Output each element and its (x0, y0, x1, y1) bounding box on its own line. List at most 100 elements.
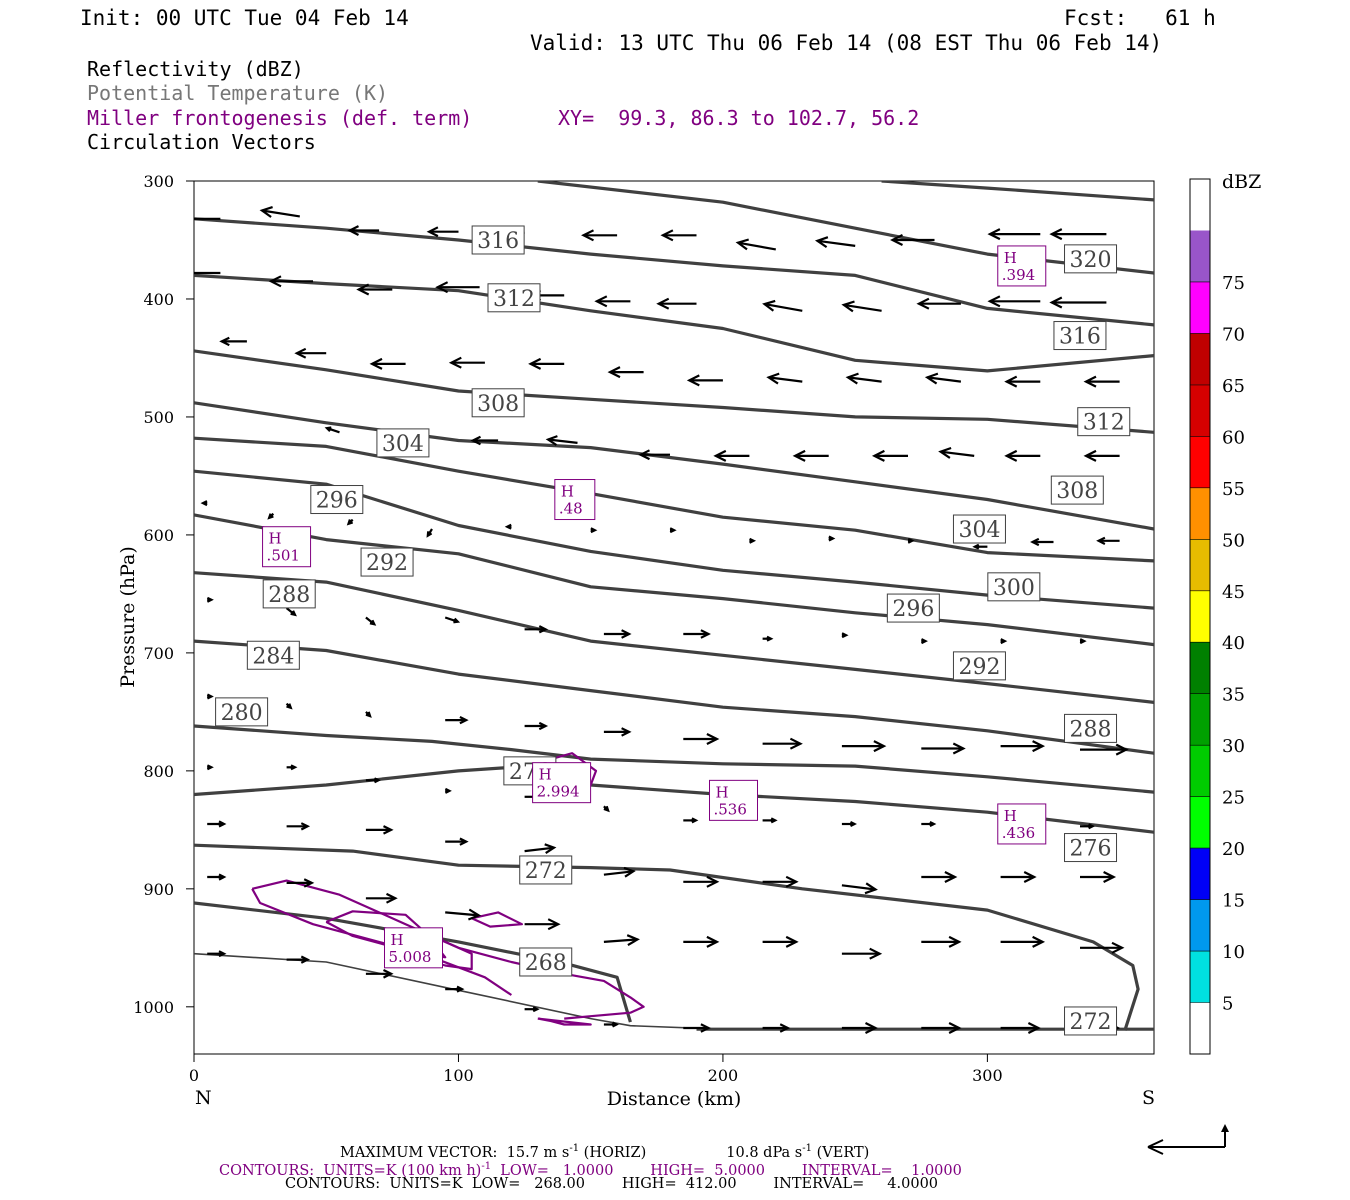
vector-head (1083, 375, 1097, 388)
isentrope-label-text: 304 (958, 518, 1000, 543)
colorbar-level-label: 65 (1222, 376, 1245, 397)
vector-head (545, 435, 558, 446)
circulation-vector (603, 934, 640, 947)
vector-head (621, 629, 632, 639)
vector-head (1000, 638, 1008, 645)
isentrope-label-text: 284 (252, 644, 294, 669)
circulation-vector (1049, 296, 1107, 309)
vector-shaft (843, 303, 882, 312)
x-axis-left-end: N (195, 1087, 212, 1109)
vector-head (700, 1023, 711, 1033)
vector-head (581, 229, 594, 242)
circulation-vector (638, 449, 670, 461)
colorbar-segment (1190, 848, 1210, 900)
vector-shaft (764, 303, 803, 312)
y-axis-title: Pressure (hPa) (117, 546, 139, 688)
maximum-value: .536 (714, 800, 747, 818)
circulation-vector (1000, 638, 1008, 645)
vector-head (612, 1021, 619, 1028)
y-tick-label: 900 (143, 880, 174, 899)
colorbar-level-label: 75 (1222, 273, 1245, 294)
circulation-vector (524, 1006, 540, 1013)
circulation-vector (285, 607, 297, 617)
colorbar-segment (1190, 384, 1210, 437)
isentrope-296 (194, 513, 1154, 647)
isentrope-312 (194, 349, 1154, 434)
vector-head (929, 821, 937, 827)
isentrope-284 (194, 724, 1154, 794)
circulation-vector (603, 1021, 619, 1028)
vector-shaft (603, 938, 638, 943)
circulation-vector (660, 229, 697, 242)
plot-frame (193, 180, 1155, 1055)
circulation-vector (285, 702, 293, 710)
circulation-vector (921, 871, 958, 883)
circulation-vector (594, 295, 631, 308)
frontogenesis-maximum: H.394 (997, 245, 1047, 287)
circulation-vector (683, 817, 699, 824)
maximum-box (554, 479, 596, 521)
colorbar-level-label: 5 (1222, 994, 1233, 1015)
circulation-vector (1004, 375, 1041, 388)
isentrope-316 (194, 273, 1154, 373)
frontogenesis-maximum: H.536 (709, 779, 759, 821)
circulation-vector (603, 805, 610, 813)
maximum-value: .501 (267, 547, 300, 565)
vector-head (626, 934, 640, 947)
y-tick-label: 400 (143, 290, 174, 309)
circulation-vector (603, 727, 632, 737)
circulation-vector (267, 512, 275, 520)
isentrope-label-text: 308 (1056, 479, 1098, 504)
isentrope-label-box (310, 485, 364, 515)
vector-head (907, 537, 915, 544)
vector-head (178, 214, 188, 224)
y-tick-label: 300 (143, 172, 174, 191)
vector-head (987, 295, 1001, 308)
circulation-vector (749, 537, 757, 544)
isentrope-label-text: 296 (316, 489, 358, 514)
y-tick-label: 800 (143, 762, 174, 781)
maximum-label: H (716, 783, 729, 801)
y-tick-label: 1000 (133, 998, 174, 1017)
circulation-vector (938, 446, 975, 459)
vector-head (219, 336, 230, 347)
maximum-label: H (391, 931, 404, 949)
isentrope-label: 284 (246, 640, 300, 670)
vector-head (369, 619, 377, 626)
vector-head (972, 543, 980, 550)
circulation-vector (268, 275, 313, 288)
isentrope-328 (881, 181, 1154, 202)
circulation-vector (1000, 935, 1046, 948)
circulation-vector (814, 236, 856, 249)
isentrope-label-box (519, 855, 573, 885)
circulation-vector (590, 527, 598, 534)
circulation-vector (581, 229, 618, 242)
isentrope-label: 292 (952, 651, 1006, 681)
vector-head (952, 742, 966, 755)
circulation-vector (369, 357, 406, 370)
colorbar-segment (1190, 179, 1210, 231)
circulation-vector (713, 449, 750, 462)
vector-head (841, 632, 849, 639)
circulation-vector (207, 873, 227, 881)
vector-head (1004, 375, 1018, 388)
vector-head (713, 449, 727, 462)
circulation-vector (987, 228, 1041, 241)
circulation-vector (528, 357, 565, 370)
maximum-value: .48 (559, 500, 583, 518)
isentrope-label: 288 (1064, 713, 1118, 743)
circulation-vector (916, 297, 961, 310)
circulation-vector (194, 271, 221, 275)
y-tick-label: 600 (143, 526, 174, 545)
vector-head (346, 519, 354, 526)
circulation-vector (1080, 743, 1129, 756)
frontogenesis-maximum: H.501 (262, 526, 312, 568)
colorbar-level-label: 55 (1222, 479, 1245, 500)
isentrope-label-text: 276 (1070, 837, 1112, 862)
isentrope-label: 276 (1064, 833, 1118, 863)
vector-shaft (817, 239, 856, 247)
vector-head (383, 969, 394, 979)
circulation-vector (841, 882, 878, 895)
circulation-vector (686, 374, 723, 387)
